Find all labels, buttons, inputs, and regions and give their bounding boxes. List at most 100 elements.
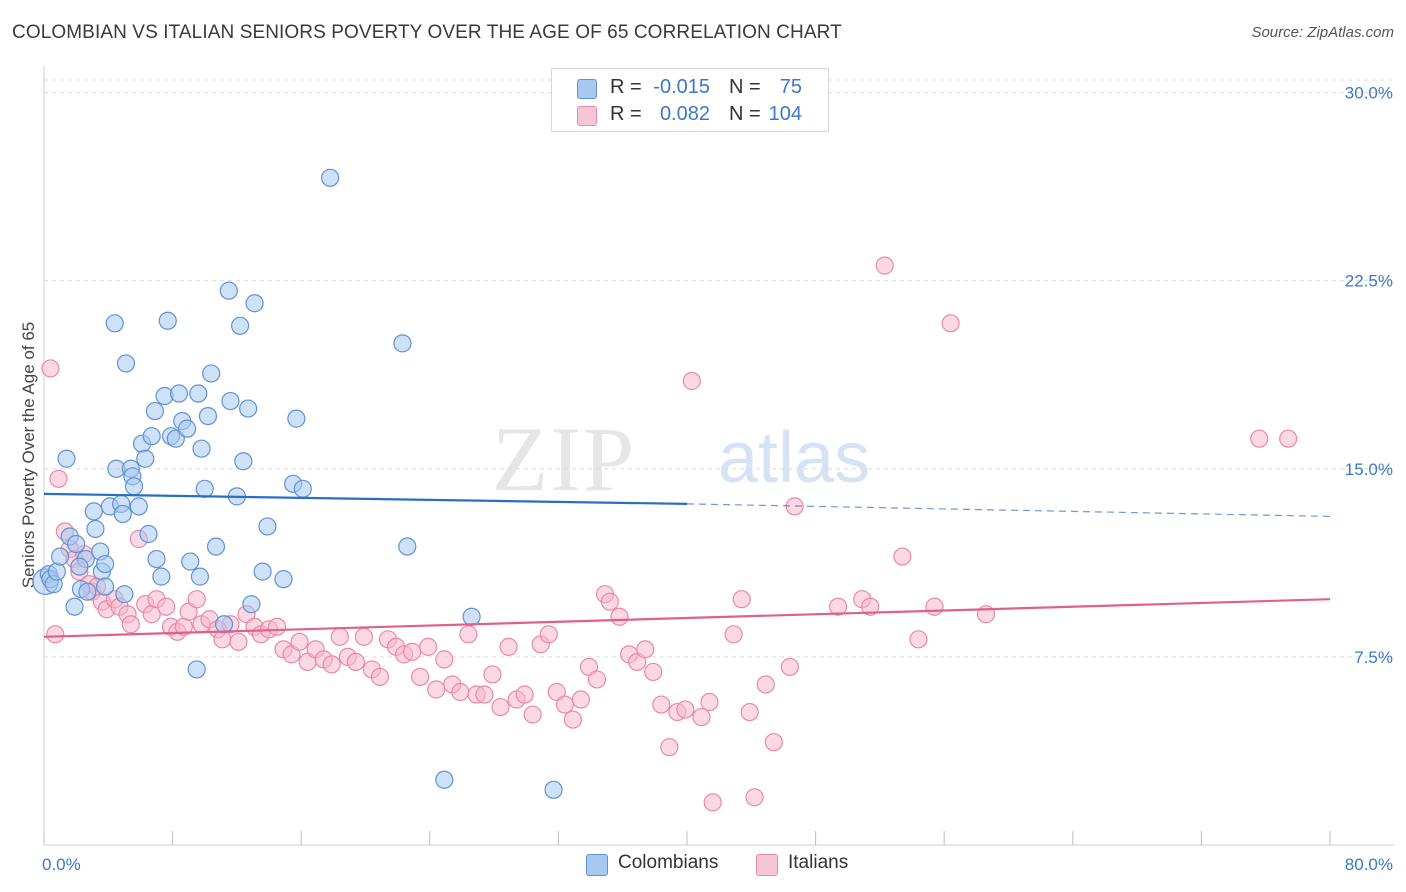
italian-point bbox=[121, 615, 140, 634]
legend-r-label: R = bbox=[610, 103, 642, 125]
y-tick-label: 15.0% bbox=[1345, 460, 1393, 479]
italian-point bbox=[46, 625, 65, 644]
colombian-point bbox=[206, 537, 226, 556]
y-tick-label: 30.0% bbox=[1345, 84, 1393, 103]
italian-point bbox=[732, 590, 751, 609]
colombian-point bbox=[287, 409, 306, 428]
colombian-point bbox=[177, 419, 197, 438]
colombian-point bbox=[239, 399, 258, 418]
italian-point bbox=[610, 607, 629, 626]
colombian-point bbox=[192, 439, 211, 458]
x-tick-label: 0.0% bbox=[42, 855, 81, 874]
colombian-point bbox=[462, 607, 481, 626]
colombian-point bbox=[70, 557, 89, 576]
italian-point bbox=[941, 314, 960, 333]
colombian-point bbox=[195, 479, 214, 498]
italian-point bbox=[600, 592, 619, 611]
italian-point bbox=[571, 690, 591, 709]
colombian-point bbox=[95, 554, 115, 574]
italian-point bbox=[644, 662, 663, 682]
italian-point bbox=[861, 597, 880, 616]
italian-points bbox=[41, 256, 1298, 812]
italian-point bbox=[435, 650, 454, 669]
legend-n-value: 75 bbox=[779, 76, 802, 98]
italian-point bbox=[354, 627, 373, 646]
italian-point bbox=[780, 657, 799, 677]
colombian-point bbox=[67, 534, 86, 554]
italian-trend-line bbox=[43, 598, 1331, 638]
colombian-point bbox=[321, 168, 340, 187]
y-tick-label: 22.5% bbox=[1345, 272, 1393, 291]
italian-point bbox=[491, 697, 510, 717]
legend-r-value: 0.082 bbox=[659, 103, 710, 125]
colombian-point bbox=[274, 570, 293, 589]
legend-n-label: N = bbox=[729, 103, 761, 125]
grid bbox=[44, 79, 1394, 658]
italian-point bbox=[475, 685, 494, 704]
italian-point bbox=[330, 627, 349, 646]
legend-swatch-colombians bbox=[577, 79, 597, 99]
italian-point bbox=[652, 695, 671, 714]
colombian-point bbox=[86, 519, 105, 539]
colombian-point bbox=[234, 452, 253, 471]
italian-point bbox=[700, 692, 719, 712]
colombian-point bbox=[95, 577, 115, 596]
italian-point bbox=[925, 597, 944, 616]
italian-point bbox=[267, 617, 287, 636]
italian-point bbox=[187, 590, 206, 609]
legend-label-colombians: Colombians bbox=[618, 852, 719, 873]
legend-r-value: -0.015 bbox=[653, 76, 710, 98]
italian-point bbox=[676, 700, 695, 719]
italian-point bbox=[740, 702, 759, 722]
italian-point bbox=[745, 788, 764, 807]
watermark-zip: ZIP bbox=[492, 408, 636, 510]
italian-point bbox=[875, 256, 894, 275]
italian-point bbox=[692, 707, 711, 727]
italian-point bbox=[682, 371, 701, 391]
y-tick-label: 7.5% bbox=[1354, 648, 1393, 667]
axes bbox=[43, 66, 1394, 846]
watermark: ZIP atlas bbox=[492, 408, 870, 510]
legend-swatch-italians bbox=[577, 106, 597, 126]
x-tick-label: 80.0% bbox=[1345, 855, 1393, 874]
italian-point bbox=[49, 469, 68, 488]
italian-point bbox=[229, 632, 248, 651]
italian-point bbox=[539, 625, 558, 644]
colombian-point bbox=[169, 384, 189, 403]
colombian-point bbox=[202, 364, 221, 383]
colombian-point bbox=[214, 615, 234, 634]
italian-point bbox=[1279, 429, 1298, 448]
colombian-point bbox=[47, 562, 66, 581]
colombian-point bbox=[116, 354, 136, 373]
colombian-point bbox=[139, 524, 158, 544]
colombian-point bbox=[124, 477, 144, 496]
italian-point bbox=[290, 632, 309, 651]
colombian-point bbox=[181, 552, 200, 571]
colombian-point bbox=[142, 427, 161, 446]
colombian-point bbox=[136, 449, 155, 468]
colombian-point bbox=[105, 314, 124, 333]
legend-label-italians: Italians bbox=[788, 852, 849, 873]
colombian-point bbox=[221, 391, 240, 411]
legend-swatch-italians bbox=[756, 854, 778, 876]
colombian-point bbox=[190, 567, 210, 586]
italian-point bbox=[909, 630, 928, 649]
italian-point bbox=[829, 597, 848, 616]
colombian-point bbox=[258, 517, 277, 536]
colombian-point bbox=[242, 595, 261, 614]
italian-point bbox=[483, 665, 502, 684]
colombian-point bbox=[293, 479, 312, 498]
colombian-point bbox=[113, 504, 132, 524]
colombian-point bbox=[219, 281, 238, 300]
italian-point bbox=[427, 680, 446, 699]
italian-point bbox=[346, 652, 365, 672]
italian-point bbox=[213, 630, 232, 649]
italian-point bbox=[1250, 429, 1269, 448]
colombian-point bbox=[245, 294, 264, 313]
italian-point bbox=[764, 733, 783, 752]
italian-point bbox=[636, 640, 655, 659]
colombian-point bbox=[253, 562, 272, 581]
italian-point bbox=[724, 625, 743, 644]
legend-swatch-colombians bbox=[586, 854, 608, 876]
colombian-point bbox=[57, 449, 76, 468]
